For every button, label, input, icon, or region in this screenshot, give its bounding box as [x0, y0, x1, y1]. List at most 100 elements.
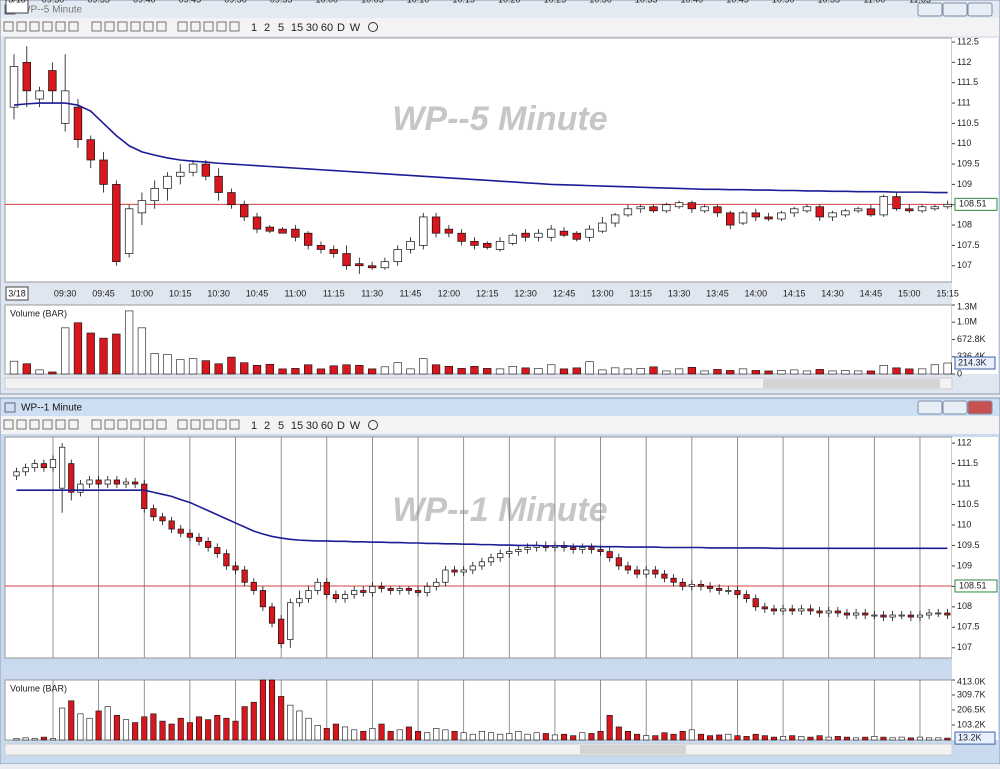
toolbar-icon[interactable]: [130, 21, 141, 32]
minimize-button[interactable]: [917, 400, 943, 415]
y-tick-label: 107: [957, 260, 972, 270]
toolbar-button[interactable]: 15: [291, 22, 303, 34]
toolbar-button[interactable]: 30: [306, 420, 318, 432]
x-tick-label: 13:00: [591, 288, 614, 298]
candle-body: [22, 467, 29, 473]
volume-bar: [944, 737, 951, 741]
toolbar-icon[interactable]: [29, 419, 40, 430]
toolbar-icon[interactable]: [229, 21, 240, 32]
toolbar-button[interactable]: 5: [278, 420, 284, 432]
candle-body: [515, 549, 522, 552]
toolbar-button[interactable]: 2: [264, 22, 270, 34]
toolbar-button[interactable]: D: [337, 22, 345, 34]
volume-bar: [291, 368, 300, 375]
toolbar-icon[interactable]: [68, 419, 79, 430]
toolbar-icon[interactable]: [3, 21, 14, 32]
toolbar-icon[interactable]: [216, 21, 227, 32]
x-tick-label: 10:15: [452, 0, 475, 4]
candle-body: [789, 608, 796, 612]
candle-body: [406, 240, 415, 250]
toolbar-icon[interactable]: [203, 21, 214, 32]
toolbar-icon[interactable]: [55, 21, 66, 32]
toolbar-icon[interactable]: [190, 419, 201, 430]
toolbar-button[interactable]: 60: [321, 420, 333, 432]
scrollbar[interactable]: [4, 743, 953, 756]
toolbar-icon[interactable]: [42, 21, 53, 32]
toolbar-icon[interactable]: [68, 21, 79, 32]
toolbar-icon[interactable]: [156, 419, 167, 430]
candle-body: [73, 106, 83, 141]
candle-body: [643, 569, 650, 575]
candle-body: [697, 583, 705, 587]
maximize-button[interactable]: [942, 400, 968, 415]
candle-body: [779, 608, 787, 612]
candle-body: [355, 263, 364, 267]
toolbar-button[interactable]: 60: [321, 22, 333, 34]
toolbar-icon[interactable]: [229, 419, 240, 430]
minimize-button[interactable]: [917, 2, 943, 17]
toolbar-icon[interactable]: [156, 21, 167, 32]
y-tick-label: 109: [957, 560, 972, 570]
toolbar-icon[interactable]: [42, 419, 53, 430]
volume-bar: [405, 726, 412, 741]
maximize-button[interactable]: [942, 2, 968, 17]
x-tick-label: 09:50: [224, 0, 247, 4]
toolbar-icon[interactable]: [143, 21, 154, 32]
toolbar-icon[interactable]: [104, 21, 115, 32]
toolbar-button[interactable]: W: [350, 420, 361, 432]
toolbar-icon[interactable]: [117, 419, 128, 430]
toolbar-icon[interactable]: [55, 419, 66, 430]
volume-bar: [521, 367, 530, 375]
toolbar-icon[interactable]: [29, 21, 40, 32]
candle-body: [305, 590, 312, 600]
toolbar-button[interactable]: 15: [291, 420, 303, 432]
scroll-thumb[interactable]: [580, 745, 686, 754]
toolbar-button[interactable]: D: [337, 420, 345, 432]
candle-body: [414, 590, 422, 593]
toolbar-icon[interactable]: [203, 419, 214, 430]
toolbar-icon[interactable]: [177, 21, 188, 32]
volume-bar: [252, 364, 262, 375]
toolbar-icon[interactable]: [143, 419, 154, 430]
candle-body: [905, 208, 914, 212]
candle-body: [112, 184, 121, 263]
x-tick-label: 10:05: [361, 0, 384, 4]
toolbar-icon[interactable]: [91, 419, 102, 430]
toolbar-button[interactable]: W: [350, 22, 361, 34]
toolbar-icon[interactable]: [190, 21, 201, 32]
x-tick-label: 09:45: [179, 0, 202, 4]
volume-bar: [687, 367, 697, 375]
candle-body: [597, 549, 604, 552]
toolbar-icon[interactable]: [117, 21, 128, 32]
volume-bar: [707, 735, 714, 741]
candle-body: [141, 483, 148, 509]
toolbar-icon[interactable]: [16, 21, 27, 32]
candle-body: [329, 249, 338, 254]
toolbar-icon[interactable]: [216, 419, 227, 430]
candle-body: [150, 188, 159, 202]
close-button[interactable]: [967, 400, 993, 415]
candle-body: [713, 206, 722, 214]
x-tick-label: 10:35: [635, 0, 658, 4]
toolbar-icon[interactable]: [16, 419, 27, 430]
scrollbar[interactable]: [4, 377, 953, 390]
toolbar-button[interactable]: 1: [251, 420, 257, 432]
close-button[interactable]: [967, 2, 993, 17]
toolbar-icon[interactable]: [368, 22, 378, 32]
toolbar-icon[interactable]: [177, 419, 188, 430]
toolbar-icon[interactable]: [130, 419, 141, 430]
candle-body: [598, 222, 607, 232]
scroll-thumb[interactable]: [763, 379, 940, 388]
toolbar-icon[interactable]: [368, 420, 378, 430]
volume-bar: [862, 736, 869, 741]
toolbar-icon[interactable]: [91, 21, 102, 32]
toolbar-button[interactable]: 2: [264, 420, 270, 432]
volume-bar: [355, 364, 364, 375]
toolbar-icon[interactable]: [104, 419, 115, 430]
toolbar-icon[interactable]: [3, 419, 14, 430]
candle-body: [13, 471, 20, 477]
toolbar-button[interactable]: 1: [251, 22, 257, 34]
volume-bar: [478, 730, 485, 741]
toolbar-button[interactable]: 5: [278, 22, 284, 34]
toolbar-button[interactable]: 30: [306, 22, 318, 34]
